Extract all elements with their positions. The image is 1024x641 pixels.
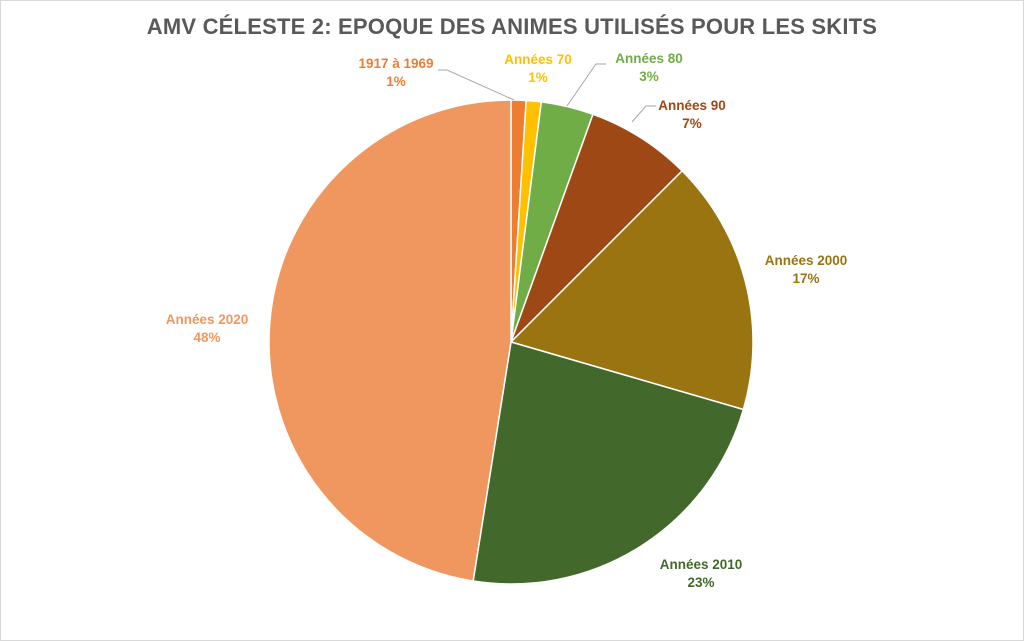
pie-slice-annees-2010 (472, 341, 745, 585)
percent-label: 48% (193, 330, 220, 345)
pie-slices (268, 99, 754, 585)
percent-label: 1% (528, 70, 548, 85)
category-label: Années 2000 (765, 253, 848, 268)
category-label: Années 70 (504, 52, 572, 67)
percent-label: 3% (639, 69, 659, 84)
data-label-annees-2020: Années 2020 48% (166, 312, 249, 345)
data-label-1917-a-1969: 1917 à 1969 1% (358, 56, 433, 89)
category-label: Années 2010 (660, 557, 743, 572)
percent-label: 23% (687, 575, 714, 590)
category-label: Années 90 (658, 98, 726, 113)
percent-label: 7% (682, 116, 702, 131)
leader-lines (438, 63, 656, 123)
pie-slice-annees-90 (510, 113, 684, 343)
data-label-annees-2010: Années 2010 23% (660, 557, 743, 590)
data-label-annees-90: Années 90 7% (658, 98, 726, 131)
pie-slice-annees-2020 (268, 99, 512, 582)
category-label: Années 2020 (166, 312, 249, 327)
chart-title: AMV CÉLESTE 2: EPOQUE DES ANIMES UTILISÉ… (146, 14, 878, 39)
pie-slice-annees-2000 (509, 169, 754, 411)
data-label-annees-2000: Années 2000 17% (765, 253, 848, 286)
data-label-annees-70: Années 70 1% (504, 52, 572, 85)
data-label-annees-80: Années 80 3% (615, 51, 683, 84)
percent-label: 1% (386, 74, 406, 89)
data-labels: 1917 à 1969 1%Années 70 1%Années 80 3%Année… (166, 51, 848, 590)
leader-line-annees-80 (566, 63, 606, 107)
category-label: Années 80 (615, 51, 683, 66)
leader-line-1917-a-1969 (438, 69, 515, 101)
percent-label: 17% (792, 271, 819, 286)
leader-line-annees-90 (631, 105, 656, 123)
category-label: 1917 à 1969 (358, 56, 433, 71)
